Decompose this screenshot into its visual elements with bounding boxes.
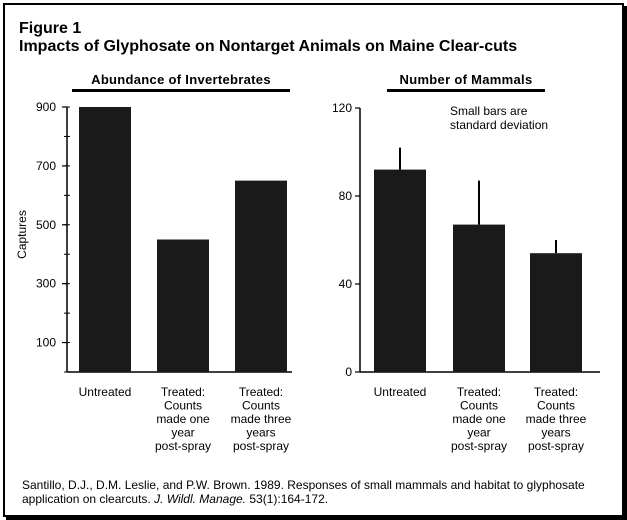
annotation-line: standard deviation <box>450 118 548 132</box>
category-label-line: made three <box>231 412 292 426</box>
category-label-line: Counts <box>460 399 498 413</box>
citation-text: Santillo, D.J., D.M. Leslie, and P.W. Br… <box>22 478 585 506</box>
bar <box>157 239 209 372</box>
bar <box>374 169 426 372</box>
category-label-line: Counts <box>164 399 202 413</box>
category-label-line: Treated: <box>161 385 205 399</box>
category-label: Untreated <box>374 385 427 399</box>
y-tick-label: 700 <box>36 159 56 173</box>
y-tick-label: 80 <box>339 189 353 203</box>
category-label-line: Untreated <box>79 385 132 399</box>
category-label-line: post-spray <box>233 439 289 453</box>
chart-title-mammals: Number of Mammals <box>387 72 545 92</box>
category-label: Treated: Counts made three years post-spray <box>231 385 292 453</box>
y-tick-label: 40 <box>339 277 353 291</box>
category-label-line: Counts <box>242 399 280 413</box>
category-label-line: post-spray <box>528 439 584 453</box>
category-label-line: years <box>246 426 275 440</box>
bar <box>235 180 287 372</box>
citation: Santillo, D.J., D.M. Leslie, and P.W. Br… <box>22 478 602 506</box>
annotation-line: Small bars are <box>450 104 528 118</box>
citation-volume: 53(1):164-172. <box>246 492 329 506</box>
category-label-line: made one <box>156 412 210 426</box>
category-label: Untreated <box>79 385 132 399</box>
bar <box>453 224 505 372</box>
bar <box>530 253 582 372</box>
category-label-line: years <box>541 426 570 440</box>
category-label: Treated: Counts made three years post-spray <box>526 385 587 453</box>
y-tick-label: 500 <box>36 218 56 232</box>
chart-title-invertebrates: Abundance of Invertebrates <box>72 72 290 92</box>
category-label-line: year <box>171 426 194 440</box>
figure-title: Impacts of Glyphosate on Nontarget Anima… <box>19 38 518 55</box>
category-label-line: Untreated <box>374 385 427 399</box>
category-label-line: post-spray <box>451 439 507 453</box>
category-label-line: Treated: <box>534 385 578 399</box>
category-label-line: Treated: <box>239 385 283 399</box>
figure-label: Figure 1 <box>19 20 82 37</box>
y-tick-label: 900 <box>36 100 56 114</box>
category-label-line: post-spray <box>155 439 211 453</box>
y-tick-label: 300 <box>36 277 56 291</box>
category-label: Treated: Counts made one year post-spray <box>155 385 211 453</box>
y-tick-label: 100 <box>36 336 56 350</box>
y-tick-label: 120 <box>332 101 352 115</box>
category-label-line: year <box>467 426 490 440</box>
category-label: Treated: Counts made one year post-spray <box>451 385 507 453</box>
category-label-line: made one <box>452 412 506 426</box>
chart-annotation: Small bars are standard deviation <box>450 104 548 132</box>
category-label-line: made three <box>526 412 587 426</box>
bar <box>79 107 131 372</box>
y-tick-label: 0 <box>345 365 352 379</box>
citation-journal: J. Wildl. Manage. <box>154 492 247 506</box>
y-axis-label: Captures <box>15 210 29 259</box>
category-label-line: Counts <box>537 399 575 413</box>
category-label-line: Treated: <box>457 385 501 399</box>
